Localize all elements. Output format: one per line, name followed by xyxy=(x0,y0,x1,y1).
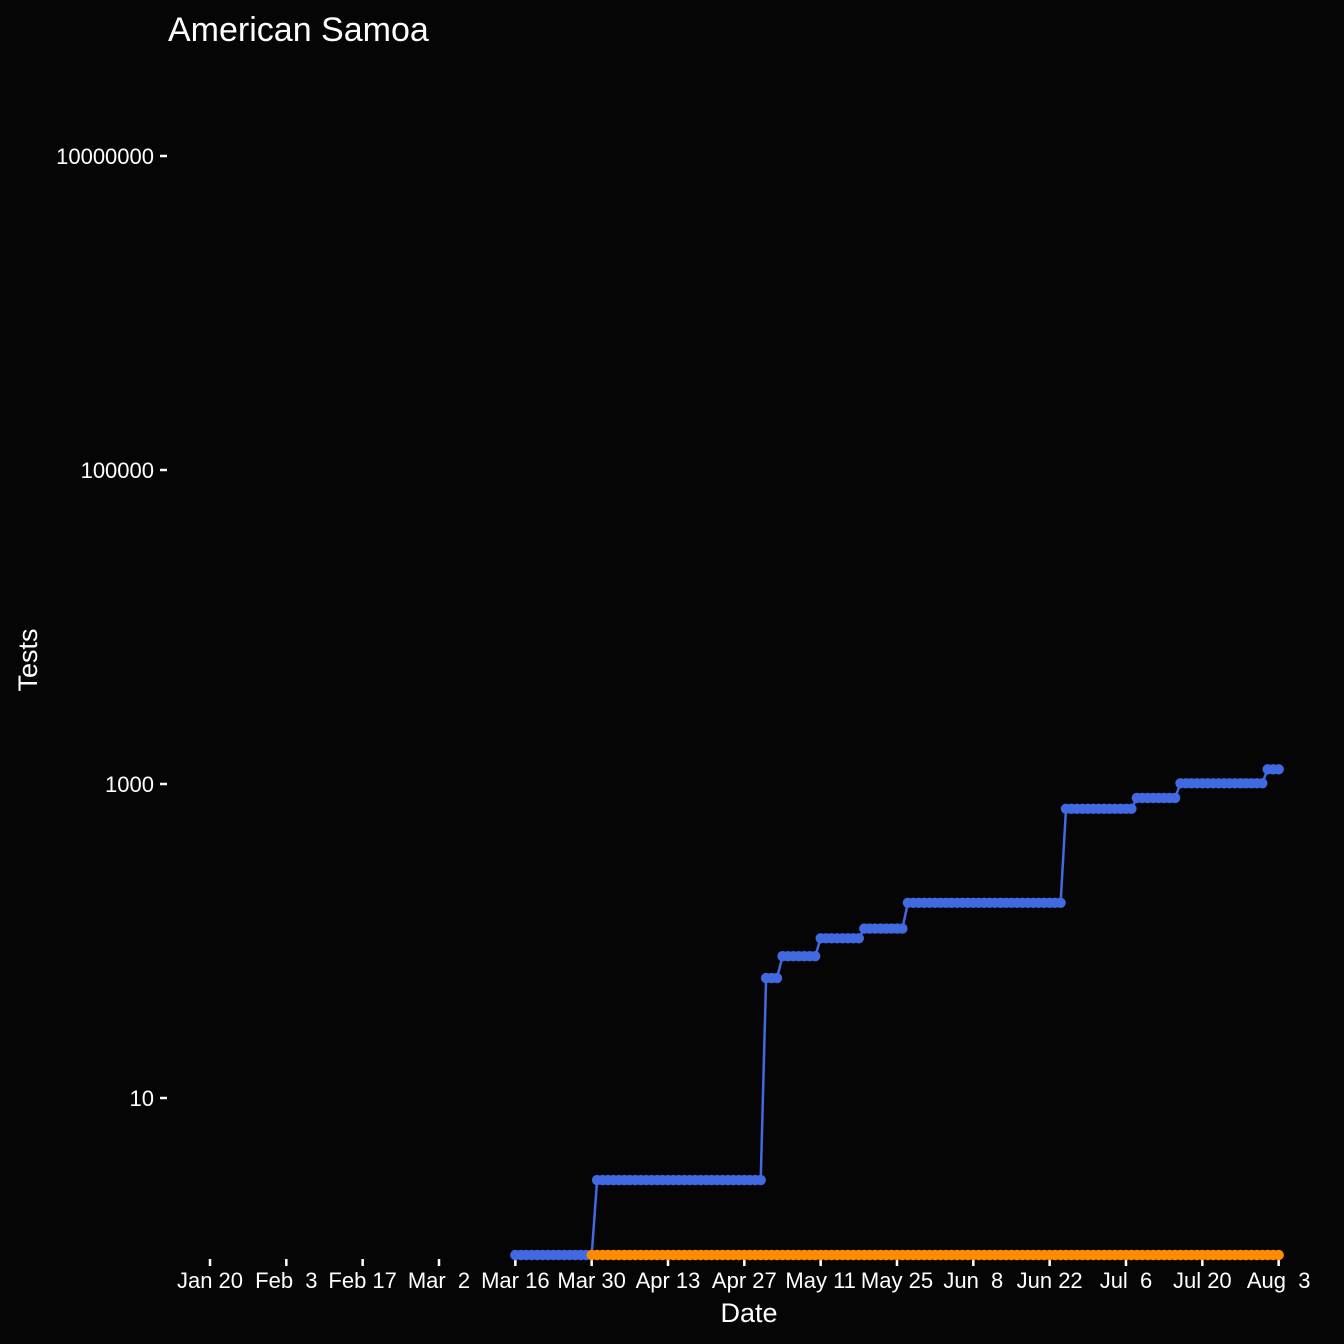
series-0-point-71 xyxy=(897,923,908,934)
x-tick-label-0: Jan 20 xyxy=(177,1268,243,1293)
series-0-point-140 xyxy=(1273,764,1284,775)
x-tick-label-12: Jul 6 xyxy=(1100,1268,1153,1293)
series-1 xyxy=(586,1249,1284,1261)
x-tick-label-11: Jun 22 xyxy=(1017,1268,1083,1293)
x-tick-label-10: Jun 8 xyxy=(943,1268,1003,1293)
x-axis-title: Date xyxy=(720,1298,777,1328)
x-axis: Jan 20 Feb 3 Feb 17 Mar 2 Mar 16 Mar 30 Apr 13… xyxy=(177,1259,1310,1293)
x-tick-label-5: Mar 30 xyxy=(557,1268,625,1293)
series-0-point-137 xyxy=(1257,778,1268,789)
y-tick-label-2: 100000 xyxy=(81,458,154,483)
y-axis: 10 1000 100000 10000000 xyxy=(56,144,167,1111)
series-0-point-100 xyxy=(1055,897,1066,908)
series-layer xyxy=(510,764,1284,1261)
series-1-point-126 xyxy=(1273,1249,1284,1261)
x-tick-label-8: May 11 xyxy=(785,1268,856,1293)
x-tick-label-13: Jul 20 xyxy=(1173,1268,1232,1293)
x-tick-label-6: Apr 13 xyxy=(636,1268,701,1293)
series-0-point-113 xyxy=(1126,803,1137,814)
y-tick-label-0: 10 xyxy=(130,1086,154,1111)
x-tick-label-4: Mar 16 xyxy=(481,1268,549,1293)
series-0-point-63 xyxy=(853,933,864,944)
y-axis-title: Tests xyxy=(13,628,43,691)
x-tick-label-1: Feb 3 xyxy=(255,1268,317,1293)
series-0-point-55 xyxy=(810,951,821,962)
x-tick-label-14: Aug 3 xyxy=(1247,1268,1311,1293)
series-0-point-45 xyxy=(755,1174,766,1186)
x-tick-label-7: Apr 27 xyxy=(712,1268,777,1293)
x-tick-label-2: Feb 17 xyxy=(328,1268,397,1293)
y-tick-label-3: 10000000 xyxy=(56,144,154,169)
series-0 xyxy=(510,764,1284,1261)
series-0-point-121 xyxy=(1169,792,1181,804)
series-0-point-48 xyxy=(771,972,783,984)
chart-title: American Samoa xyxy=(168,11,429,49)
x-tick-label-9: May 25 xyxy=(861,1268,933,1293)
y-tick-label-1: 1000 xyxy=(105,772,154,797)
x-tick-label-3: Mar 2 xyxy=(408,1268,470,1293)
